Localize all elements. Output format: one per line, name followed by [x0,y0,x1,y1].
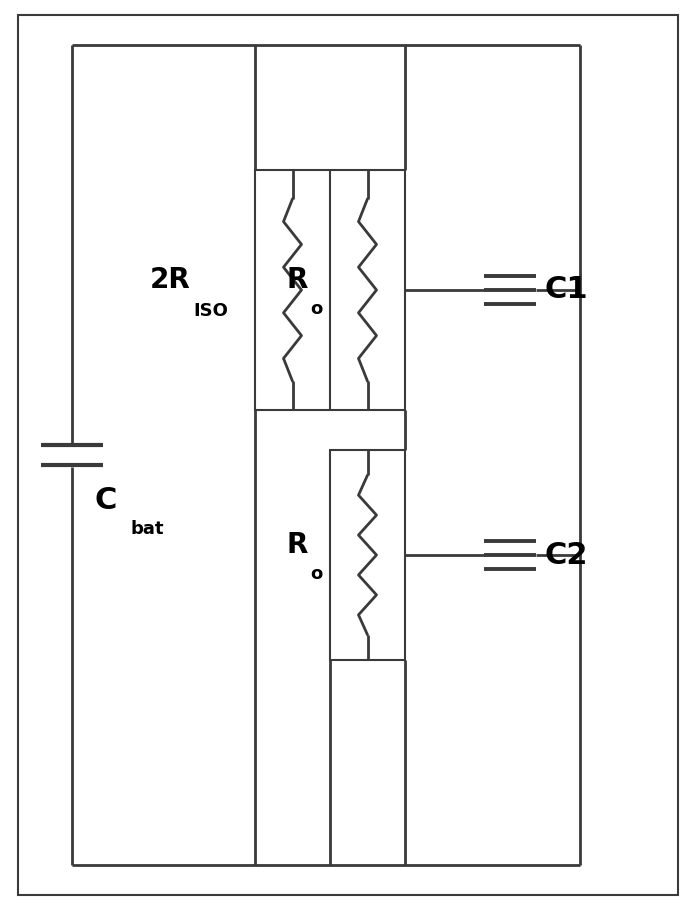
Text: o: o [310,565,322,583]
Text: R: R [287,266,308,294]
Text: C2: C2 [545,541,589,570]
Text: 2R: 2R [149,266,190,294]
Text: C1: C1 [545,276,589,305]
Text: o: o [310,300,322,318]
Bar [330,450,405,660]
Bar [255,170,405,410]
Text: R: R [287,531,308,559]
Text: bat: bat [131,520,164,538]
Text: C: C [95,486,118,514]
Text: ISO: ISO [193,302,228,320]
